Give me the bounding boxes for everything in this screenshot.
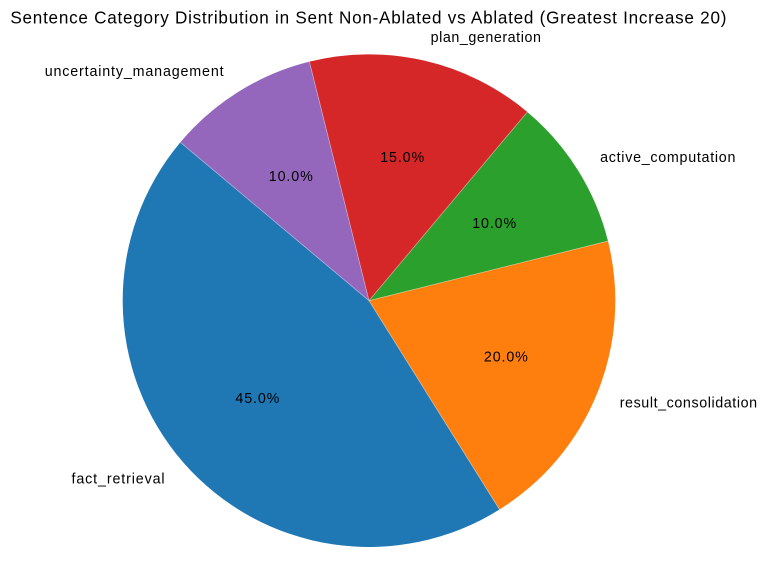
svg-text:20.0%: 20.0% [484,349,528,365]
svg-text:active_computation: active_computation [600,150,735,166]
svg-text:45.0%: 45.0% [235,391,279,407]
svg-text:result_consolidation: result_consolidation [620,395,757,411]
svg-text:10.0%: 10.0% [472,216,516,232]
svg-text:15.0%: 15.0% [380,150,424,166]
svg-text:10.0%: 10.0% [269,169,313,185]
svg-text:plan_generation: plan_generation [431,30,541,46]
svg-text:Sentence Category Distribution: Sentence Category Distribution in Sent N… [10,9,726,28]
svg-text:fact_retrieval: fact_retrieval [72,472,165,488]
svg-text:uncertainty_management: uncertainty_management [45,64,224,80]
